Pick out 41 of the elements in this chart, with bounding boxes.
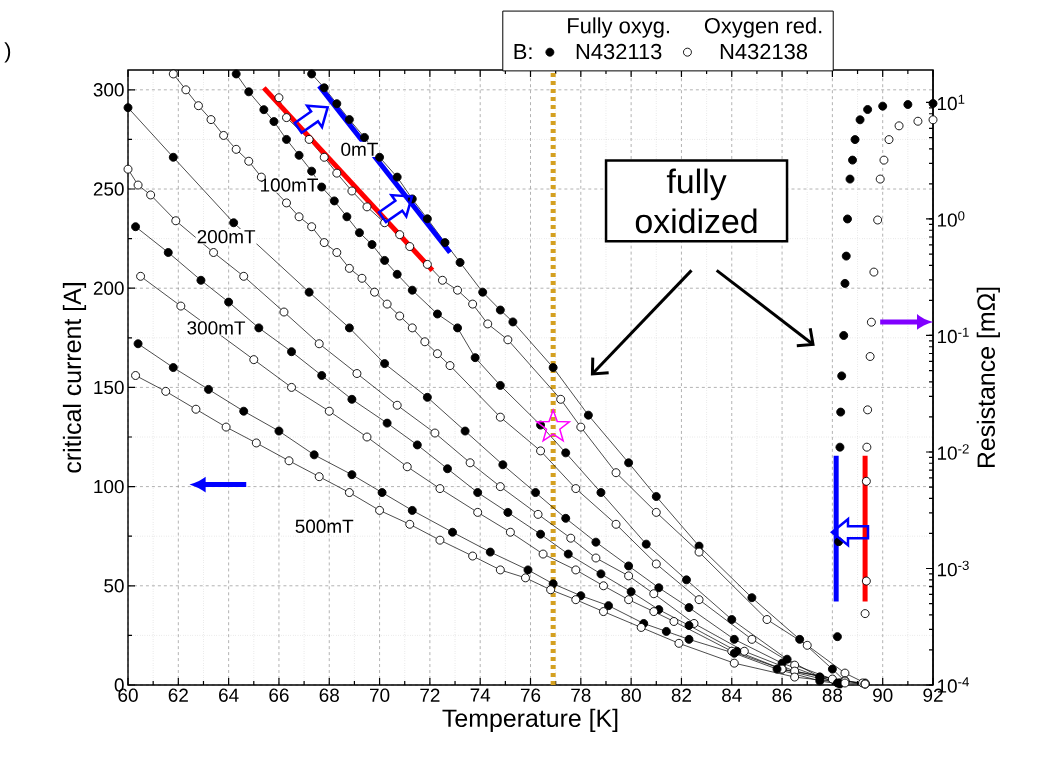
- x-tick-label: 70: [370, 688, 390, 702]
- x-tick-label: 62: [168, 688, 188, 702]
- x-tick-label: 86: [772, 688, 792, 702]
- y2-tick-label: 10$^{0}$: [937, 211, 965, 227]
- x-tick-label: 74: [470, 688, 491, 702]
- x-tick-label: 82: [671, 688, 692, 702]
- x-tick-label: 88: [822, 688, 843, 702]
- legend-label: N432138: [720, 43, 808, 60]
- x-tick-label: 76: [520, 688, 541, 702]
- x-tick-label: 72: [420, 688, 440, 702]
- y-tick-label: 50: [104, 579, 124, 593]
- y2-tick-label: 10$^{-3}$: [937, 560, 969, 577]
- annotation: 0mT: [341, 142, 378, 157]
- text: Fully oxyg.: [568, 17, 670, 38]
- y2-tick-label: 10$^{-2}$: [937, 444, 969, 460]
- legend-label: N432113: [576, 43, 662, 60]
- annotation: 500mT: [295, 519, 354, 533]
- x-tick-label: 84: [722, 688, 742, 702]
- x-axis-title: Temperature [K]: [442, 708, 618, 732]
- annotation: 100mT: [260, 178, 319, 192]
- y-tick-label: 200: [93, 281, 124, 295]
- y-axis-title: critical current [A]: [62, 283, 87, 473]
- y-tick-label: 250: [93, 182, 124, 196]
- x-tick-label: 78: [571, 688, 591, 702]
- annotation: 200mT: [197, 229, 256, 244]
- y-tick-label: 300: [93, 83, 124, 97]
- x-tick-label: 90: [873, 688, 893, 702]
- x-tick-label: 80: [621, 688, 641, 702]
- text: Oxygen red.: [704, 17, 822, 38]
- y-tick-label: 100: [94, 479, 124, 494]
- x-tick-label: 68: [319, 688, 339, 702]
- x-tick-label: 66: [269, 688, 289, 702]
- annotation: fully oxidized: [635, 168, 757, 234]
- y-tick-label: 150: [94, 380, 124, 395]
- y2-axis-title: Resistance [mΩ]: [976, 287, 1000, 468]
- y2-tick-label: 10$^{1}$: [937, 94, 965, 111]
- y2-tick-label: 10$^{-1}$: [937, 327, 969, 344]
- legend-title: B:: [514, 44, 532, 60]
- text: ): [4, 42, 11, 63]
- annotation: 300mT: [187, 321, 246, 335]
- x-tick-label: 64: [219, 688, 239, 702]
